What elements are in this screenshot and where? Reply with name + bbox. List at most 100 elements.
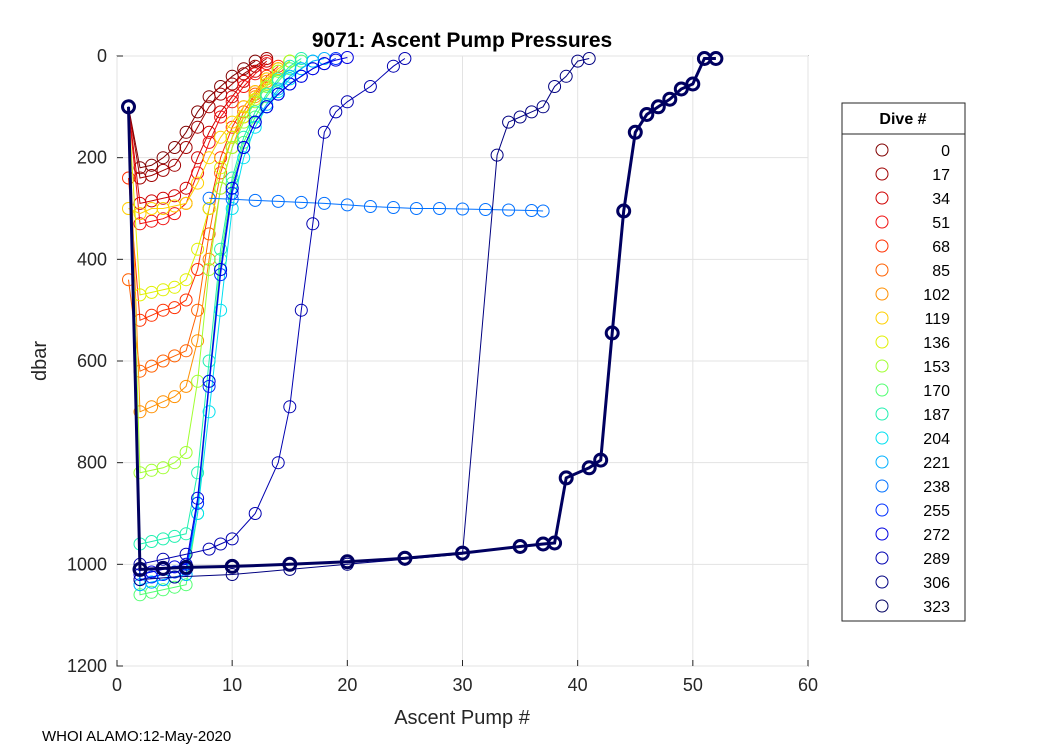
legend-marker (875, 143, 889, 157)
legend-marker (875, 359, 889, 373)
data-point (306, 62, 320, 76)
legend-label: 85 (932, 263, 950, 280)
data-point (225, 202, 239, 215)
data-point (156, 151, 170, 165)
legend-label: 51 (932, 215, 950, 232)
legend-marker (875, 215, 889, 229)
data-point (156, 163, 170, 177)
legend-label: 323 (923, 599, 950, 616)
legend-entry: 221 (875, 455, 950, 472)
data-point (168, 570, 182, 584)
data-point (317, 125, 331, 139)
data-point (536, 100, 550, 114)
data-point (191, 105, 205, 119)
data-point (191, 242, 205, 256)
data-point (248, 507, 262, 520)
data-point (191, 120, 205, 134)
legend-entry: 306 (875, 575, 950, 592)
legend-marker (875, 431, 889, 445)
data-point (340, 95, 354, 109)
data-point (329, 105, 343, 119)
data-point (145, 308, 159, 322)
legend-marker (875, 263, 889, 277)
data-point (202, 151, 216, 165)
data-point (202, 100, 216, 114)
series-layer (121, 51, 724, 602)
data-point (191, 303, 205, 317)
legend-box (841, 102, 966, 622)
legend-label: 289 (923, 551, 950, 568)
legend-marker (875, 551, 889, 565)
data-point (282, 556, 298, 572)
data-point (456, 202, 469, 216)
legend-label: 34 (932, 191, 950, 208)
data-point (156, 552, 170, 566)
data-point (559, 69, 573, 83)
data-point (662, 91, 678, 107)
legend-label: 221 (923, 455, 950, 472)
series-238 (202, 191, 550, 218)
data-point (168, 301, 182, 315)
legend-entry: 238 (875, 479, 950, 496)
legend-entry: 170 (875, 383, 950, 400)
y-tick-label: 0 (97, 46, 107, 66)
footer-stamp: WHOI ALAMO:12-May-2020 (42, 728, 232, 745)
data-point (340, 198, 354, 212)
data-point (202, 125, 216, 139)
data-point (133, 405, 147, 419)
data-point (708, 51, 724, 66)
data-point (168, 158, 182, 172)
data-point (179, 125, 193, 139)
data-point (224, 558, 240, 574)
data-point (581, 460, 597, 476)
legend-label: 0 (941, 143, 950, 160)
y-tick-label: 200 (77, 148, 107, 168)
data-point (339, 554, 355, 570)
series-323 (121, 51, 724, 577)
legend-label: 68 (932, 239, 950, 256)
series-line (139, 58, 406, 565)
legend-label: 238 (923, 479, 950, 496)
data-point (156, 395, 170, 409)
series-line (128, 60, 268, 205)
legend-entry: 153 (875, 359, 950, 376)
series-line (128, 63, 268, 225)
data-point (145, 169, 159, 182)
data-point (409, 202, 423, 215)
data-point (133, 573, 147, 587)
data-point (260, 52, 274, 65)
legend-label: 17 (932, 167, 950, 184)
data-point (202, 227, 216, 241)
data-point (179, 446, 193, 459)
y-tick-label: 400 (77, 249, 107, 269)
data-point (178, 559, 194, 575)
data-point (202, 135, 216, 149)
data-point (156, 354, 170, 368)
data-point (191, 166, 205, 180)
data-point (260, 100, 274, 114)
legend-label: 153 (923, 359, 950, 376)
data-point (168, 349, 182, 363)
data-point (191, 466, 205, 480)
legend-label: 204 (923, 431, 950, 448)
data-point (386, 201, 400, 214)
series-line (127, 57, 716, 571)
data-point (168, 456, 182, 470)
data-point (122, 171, 135, 185)
data-point (340, 51, 354, 64)
data-point (271, 194, 285, 208)
legend-title: Dive # (879, 111, 926, 128)
legend-label: 272 (923, 527, 950, 544)
y-tick-label: 800 (77, 453, 107, 473)
data-point (225, 90, 239, 104)
data-point (490, 148, 504, 162)
data-point (156, 212, 170, 226)
data-point (317, 57, 331, 71)
data-point (363, 80, 377, 93)
data-point (398, 52, 412, 65)
legend-marker (875, 311, 889, 325)
data-point (156, 461, 170, 475)
data-point (225, 171, 239, 185)
data-point (512, 539, 528, 554)
